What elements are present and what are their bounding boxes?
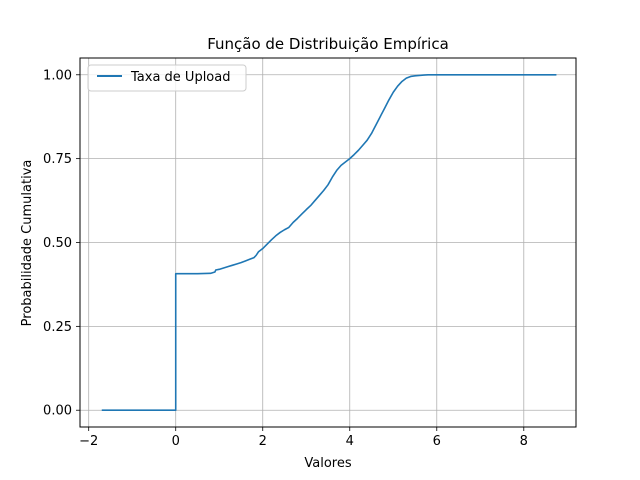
chart-title: Função de Distribuição Empírica (207, 35, 449, 53)
y-tick-label: 0.00 (43, 404, 72, 419)
x-axis-label: Valores (304, 456, 351, 471)
x-tick-label: 2 (259, 434, 267, 449)
x-tick-label: 0 (172, 434, 180, 449)
legend-box (87, 64, 247, 92)
series-line (101, 73, 557, 412)
ticks: −2 0 2 4 6 8 0.00 0.25 0.50 0.75 1.00 (43, 68, 528, 449)
y-tick-label: 0.25 (43, 320, 72, 335)
x-tick-label: 6 (433, 434, 441, 449)
y-axis-label: Probabilidade Cumulativa (20, 160, 35, 327)
y-tick-label: 0.75 (43, 152, 72, 167)
x-tick-label: −2 (79, 434, 98, 449)
legend: Taxa de Upload (87, 64, 247, 92)
x-tick-label: 8 (520, 434, 528, 449)
legend-label: Taxa de Upload (130, 70, 230, 85)
x-tick-label: 4 (346, 434, 354, 449)
y-tick-label: 1.00 (43, 68, 72, 83)
y-tick-label: 0.50 (43, 236, 72, 251)
series-layer (101, 73, 557, 412)
